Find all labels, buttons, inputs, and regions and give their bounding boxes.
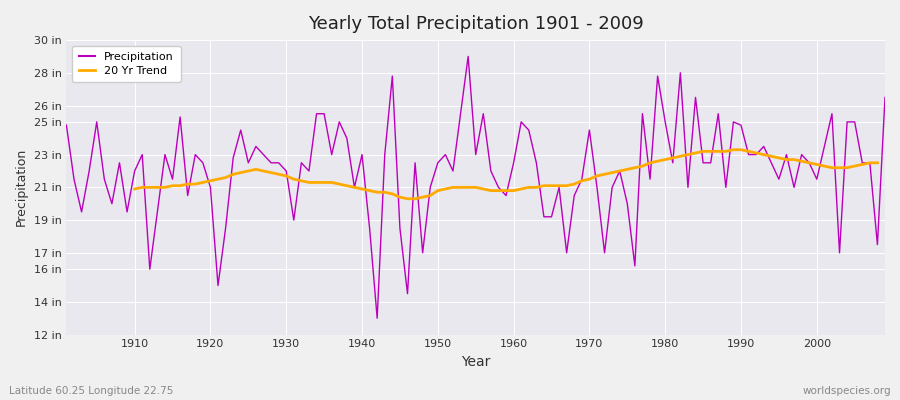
- Y-axis label: Precipitation: Precipitation: [15, 148, 28, 226]
- Text: worldspecies.org: worldspecies.org: [803, 386, 891, 396]
- Text: Latitude 60.25 Longitude 22.75: Latitude 60.25 Longitude 22.75: [9, 386, 174, 396]
- Title: Yearly Total Precipitation 1901 - 2009: Yearly Total Precipitation 1901 - 2009: [308, 15, 644, 33]
- X-axis label: Year: Year: [461, 355, 491, 369]
- Legend: Precipitation, 20 Yr Trend: Precipitation, 20 Yr Trend: [72, 46, 181, 82]
